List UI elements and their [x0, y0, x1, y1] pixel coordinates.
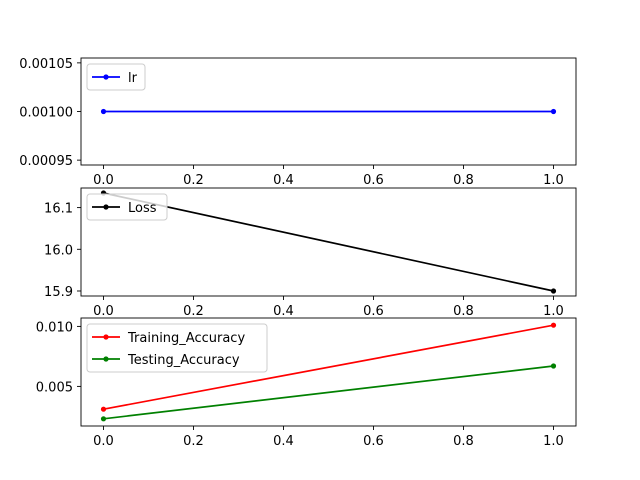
x-tick-label: 0.6	[363, 434, 384, 449]
legend-swatch-marker	[103, 334, 109, 340]
x-tick-label: 0.4	[273, 304, 294, 319]
subplot-3: 0.0 0.2 0.4 0.6 0.8 1.0 0.005 0.010 Training_Acc…	[36, 317, 577, 449]
legend-swatch-marker	[103, 204, 109, 210]
legend-label: lr	[128, 71, 138, 86]
x-tick-label: 0.4	[273, 173, 294, 188]
x-tick-label: 0.0	[93, 434, 114, 449]
x-tick-label: 0.0	[93, 173, 114, 188]
x-tick-label: 1.0	[543, 304, 564, 319]
axes-frame	[80, 317, 577, 427]
x-tick-label: 0.6	[363, 173, 384, 188]
subplot-2: 0.0 0.2 0.4 0.6 0.8 1.0 15.9 16.0 16.1 Loss	[44, 187, 577, 319]
x-tick-label: 0.2	[183, 173, 204, 188]
x-tick-label: 0.0	[93, 304, 114, 319]
x-tick-label: 0.8	[453, 434, 474, 449]
legend-box	[86, 323, 268, 373]
x-tick-label: 0.2	[183, 304, 204, 319]
x-tick-label: 1.0	[543, 434, 564, 449]
legend: lr	[86, 63, 146, 91]
axes-frame	[80, 187, 577, 297]
legend-box	[86, 193, 168, 221]
y-tick-label: 0.00095	[19, 154, 73, 169]
data-point-training_accuracy-1	[550, 322, 557, 328]
legend-swatch-marker	[103, 74, 109, 80]
y-tick-label: 0.00100	[19, 106, 73, 121]
data-point-training_accuracy-0	[100, 406, 107, 412]
x-tick-label: 0.6	[363, 304, 384, 319]
series-line-training_accuracy	[103, 324, 554, 411]
y-tick-label: 15.9	[44, 285, 73, 300]
subplot-1: 0.0 0.2 0.4 0.6 0.8 1.0 0.00095 0.00100 0.00105 l…	[19, 57, 577, 188]
y-tick-label: 0.010	[36, 320, 73, 335]
y-tick-label: 16.0	[44, 243, 73, 258]
series-line-loss	[103, 192, 554, 292]
y-tick-label: 16.1	[44, 202, 73, 217]
legend-swatch-marker	[103, 356, 109, 362]
legend: Loss	[86, 193, 168, 221]
legend: Training_Accuracy Testing_Accuracy	[86, 323, 268, 373]
x-tick-label: 0.8	[453, 173, 474, 188]
x-tick-label: 0.8	[453, 304, 474, 319]
legend-label: Testing_Accuracy	[127, 353, 240, 368]
data-point-testing_accuracy-0	[100, 416, 107, 422]
x-tick-label: 0.2	[183, 434, 204, 449]
x-tick-label: 1.0	[543, 173, 564, 188]
y-tick-label: 0.005	[36, 380, 73, 395]
series-line-testing_accuracy	[103, 365, 554, 420]
legend-label: Loss	[128, 201, 157, 216]
legend-label: Training_Accuracy	[127, 331, 245, 346]
data-point-loss-1	[550, 288, 557, 294]
data-point-lr-0	[100, 108, 107, 115]
data-point-lr-1	[550, 108, 557, 115]
y-tick-label: 0.00105	[19, 57, 73, 72]
data-point-testing_accuracy-1	[550, 363, 557, 369]
x-tick-label: 0.4	[273, 434, 294, 449]
